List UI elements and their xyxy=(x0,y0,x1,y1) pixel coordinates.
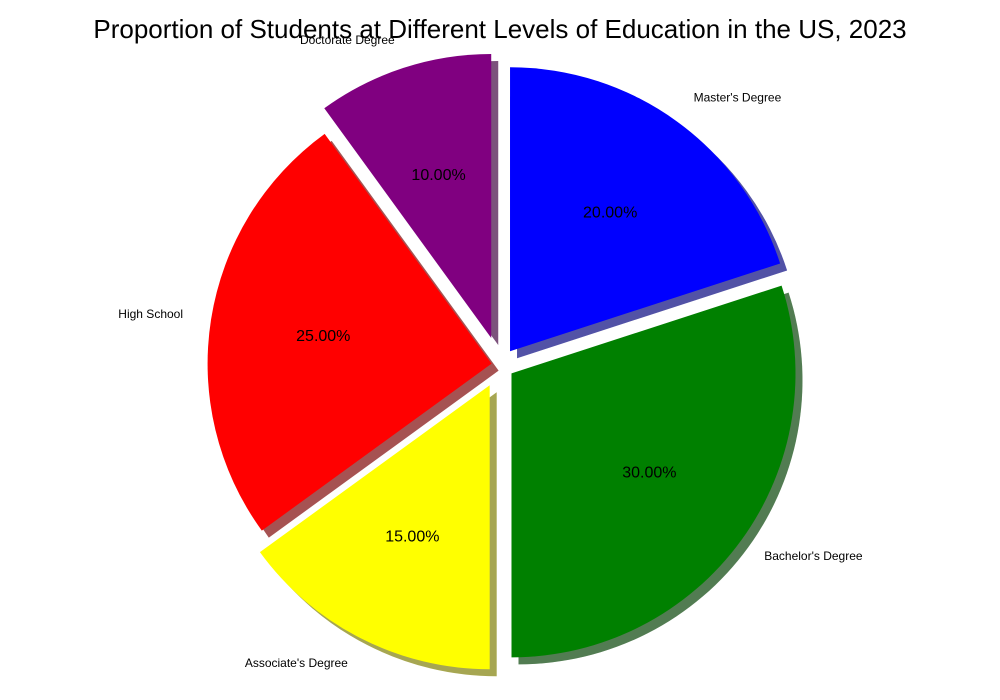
high-school-percent-label: 25.00% xyxy=(296,328,350,345)
bachelor-s-degree-label: Bachelor's Degree xyxy=(764,549,863,563)
high-school-slice xyxy=(207,133,492,531)
bachelor-s-degree-slice xyxy=(511,285,796,658)
associate-s-degree-slice xyxy=(259,385,490,670)
doctorate-degree-slice xyxy=(324,53,492,338)
chart-title: Proportion of Students at Different Leve… xyxy=(93,14,907,44)
associate-s-degree-label: Associate's Degree xyxy=(245,656,348,670)
associate-s-degree-percent-label: 15.00% xyxy=(385,528,439,545)
master-s-degree-slice xyxy=(510,67,781,352)
bachelor-s-degree-percent-label: 30.00% xyxy=(622,465,676,482)
master-s-degree-label: Master's Degree xyxy=(694,91,782,105)
doctorate-degree-percent-label: 10.00% xyxy=(411,167,465,184)
pie-labels: High School 25.00% Associate's Degree 15.00… xyxy=(118,33,863,670)
high-school-label: High School xyxy=(118,307,183,321)
pie-slices xyxy=(207,53,796,670)
doctorate-degree-label: Doctorate Degree xyxy=(300,33,395,47)
master-s-degree-percent-label: 20.00% xyxy=(583,205,637,222)
